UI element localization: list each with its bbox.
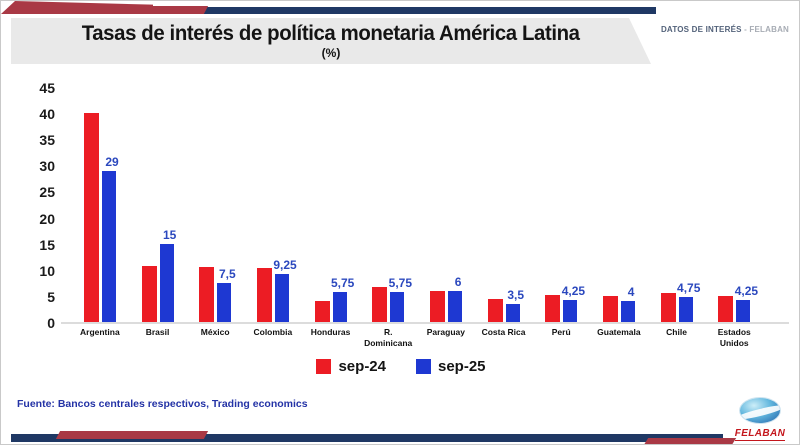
value-label: 5,75: [331, 275, 355, 290]
value-label: 29: [105, 154, 119, 169]
source-note: Fuente: Bancos centrales respectivos, Tr…: [17, 398, 308, 410]
x-axis-label: Paraguay: [426, 327, 465, 337]
x-axis-label: México: [200, 327, 230, 337]
bar-sep-24: [372, 286, 388, 322]
page-subtitle: (%): [321, 46, 341, 61]
felaban-logo: FELABAN: [728, 398, 792, 441]
corner-note-right: FELABAN: [749, 25, 790, 34]
bar-sep-24: [603, 295, 619, 322]
bar-group-paraguay: 6: [417, 87, 475, 322]
bar-sep-24: [141, 265, 157, 322]
top-navy-band: [11, 7, 656, 14]
bar-group-r-dominicana: 5,75: [359, 87, 417, 322]
value-label: 15: [162, 227, 177, 242]
bar-sep-24: [84, 113, 99, 322]
legend-item-sep-25: sep-25: [416, 358, 486, 375]
legend: sep-24 sep-25: [1, 358, 799, 375]
bar-sep-25: [332, 291, 347, 322]
x-axis-label: Chile: [666, 327, 687, 337]
y-tick-label: 10: [39, 262, 55, 279]
page-title: Tasas de interés de política monetaria A…: [82, 21, 580, 45]
bar-group-m-xico: 7,5: [186, 87, 244, 322]
bar-group-estados-unidos: 4,25: [705, 87, 763, 322]
corner-note: DATOS DE INTERÉS - FELABAN: [653, 25, 797, 34]
x-axis-label: Colombia: [253, 327, 293, 337]
bottom-navy-band: [11, 434, 723, 442]
y-tick-label: 40: [39, 106, 55, 123]
bar-group-costa-rica: 3,5: [475, 87, 533, 322]
value-label: 4,25: [561, 283, 586, 298]
bar-sep-25: [563, 299, 578, 322]
bar-group-per-: 4,25: [532, 87, 590, 322]
bar-sep-25: [678, 297, 693, 322]
y-tick-label: 5: [47, 288, 55, 305]
plot-area: 29 15 7,5 9,25 5,75 5,75 6 3,5 4,25 4 4,75 4,25: [71, 87, 763, 322]
legend-item-sep-24: sep-24: [316, 358, 386, 375]
bar-group-honduras: 5,75: [302, 87, 360, 322]
legend-label: sep-25: [438, 358, 486, 375]
y-tick-label: 25: [39, 184, 55, 201]
y-tick-label: 0: [47, 315, 55, 331]
bar-group-colombia: 9,25: [244, 87, 302, 322]
bar-sep-25: [102, 170, 116, 322]
value-label: 3,5: [507, 287, 525, 302]
value-label: 4,75: [677, 281, 701, 296]
bar-group-chile: 4,75: [648, 87, 706, 322]
y-tick-label: 45: [39, 80, 55, 96]
bar-group-guatemala: 4: [590, 87, 648, 322]
x-axis-label: Brasil: [145, 327, 170, 337]
value-label: 4,25: [734, 283, 759, 298]
bar-sep-25: [505, 303, 520, 322]
y-tick-label: 35: [39, 132, 55, 149]
x-axis-labels: Argentina Brasil México Colombia Honduras R. …: [71, 327, 763, 349]
x-axis-label: R. Dominicana: [364, 327, 413, 349]
header: Tasas de interés de política monetaria A…: [11, 18, 651, 64]
bar-sep-24: [545, 294, 561, 322]
bar-sep-25: [390, 291, 405, 322]
bar-sep-24: [718, 295, 734, 322]
bar-sep-24: [257, 268, 273, 322]
felaban-logo-text: FELABAN: [734, 428, 786, 441]
bar-sep-25: [159, 243, 174, 322]
corner-note-separator: -: [744, 25, 747, 34]
bar-sep-24: [314, 301, 330, 322]
value-label: 9,25: [273, 257, 297, 272]
y-tick-label: 20: [39, 210, 55, 227]
bar-sep-25: [217, 282, 232, 322]
x-axis-label: Costa Rica: [481, 327, 526, 337]
value-label: 7,5: [219, 266, 236, 281]
bar-sep-24: [430, 290, 446, 322]
legend-swatch-sep-24: [316, 359, 332, 374]
value-label: 5,75: [388, 275, 413, 290]
legend-swatch-sep-25: [416, 359, 431, 374]
x-axis-line: [61, 322, 789, 324]
top-right-red-band: [1, 1, 153, 14]
bar-group-brasil: 15: [129, 87, 187, 322]
x-axis-label: Argentina: [80, 327, 120, 337]
x-axis-label: Guatemala: [597, 327, 641, 337]
bar-sep-25: [275, 273, 290, 322]
legend-label: sep-24: [338, 358, 386, 375]
globe-icon: [740, 398, 780, 423]
bar-sep-24: [199, 267, 215, 322]
bar-sep-24: [487, 298, 503, 322]
y-tick-label: 15: [39, 236, 55, 253]
bar-sep-24: [660, 293, 676, 322]
bar-group-argentina: 29: [71, 87, 129, 322]
bar-sep-25: [736, 299, 751, 322]
bar-sep-25: [448, 290, 463, 322]
bar-sep-25: [621, 301, 636, 322]
x-axis-label: Estados Unidos: [717, 327, 751, 349]
x-axis-label: Honduras: [310, 327, 351, 337]
value-label: 4: [627, 285, 635, 300]
y-tick-label: 30: [39, 158, 55, 175]
corner-note-left: DATOS DE INTERÉS: [660, 25, 742, 34]
value-label: 6: [454, 274, 462, 289]
x-axis-label: Perú: [551, 327, 571, 337]
y-axis: 0 5 10 15 20 25 30 35 40 45: [21, 81, 55, 330]
